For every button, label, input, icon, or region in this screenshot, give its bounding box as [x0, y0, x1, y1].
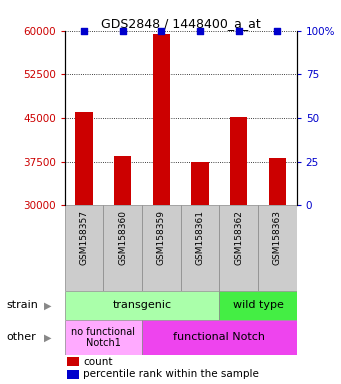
Bar	[191, 162, 209, 205]
Point	[275, 28, 280, 34]
Text: functional Notch: functional Notch	[173, 333, 265, 343]
Bar	[103, 205, 142, 291]
Bar	[75, 112, 93, 205]
Point	[120, 28, 125, 34]
Point	[197, 28, 203, 34]
Bar	[219, 205, 258, 291]
Bar	[219, 291, 297, 320]
Bar	[153, 34, 170, 205]
Text: GSM158362: GSM158362	[234, 210, 243, 265]
Point	[236, 28, 241, 34]
Text: ▶: ▶	[44, 333, 52, 343]
Bar	[65, 320, 142, 355]
Text: GSM158363: GSM158363	[273, 210, 282, 265]
Bar	[65, 205, 103, 291]
Text: GSM158360: GSM158360	[118, 210, 127, 265]
Bar	[142, 320, 297, 355]
Bar	[258, 205, 297, 291]
Text: other: other	[7, 333, 36, 343]
Bar	[67, 358, 79, 366]
Bar	[67, 370, 79, 379]
Text: percentile rank within the sample: percentile rank within the sample	[83, 369, 259, 379]
Text: no functional
Notch1: no functional Notch1	[71, 327, 135, 348]
Text: strain: strain	[7, 300, 39, 310]
Text: ▶: ▶	[44, 300, 52, 310]
Bar	[65, 291, 219, 320]
Bar	[230, 117, 247, 205]
Point	[159, 28, 164, 34]
Text: GSM158359: GSM158359	[157, 210, 166, 265]
Bar	[181, 205, 219, 291]
Bar	[142, 205, 181, 291]
Text: wild type: wild type	[233, 300, 283, 310]
Title: GDS2848 / 1448400_a_at: GDS2848 / 1448400_a_at	[101, 17, 261, 30]
Bar	[269, 158, 286, 205]
Bar	[114, 156, 131, 205]
Text: count: count	[83, 357, 113, 367]
Point	[81, 28, 87, 34]
Text: GSM158357: GSM158357	[79, 210, 89, 265]
Text: transgenic: transgenic	[113, 300, 172, 310]
Text: GSM158361: GSM158361	[195, 210, 205, 265]
